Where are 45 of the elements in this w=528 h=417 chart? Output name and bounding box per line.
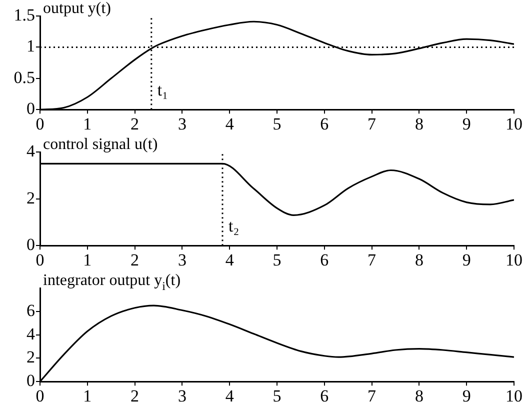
y-tick-label: 6 [26,300,35,320]
x-tick-label: 8 [414,250,424,270]
x-tick-label: 5 [272,386,282,406]
x-tick-label: 9 [462,114,471,134]
x-tick-label: 8 [414,114,424,134]
x-tick-label: 3 [178,250,186,270]
y-tick-label: 0.5 [14,68,35,87]
x-tick-label: 3 [178,114,186,134]
x-tick-label: 3 [178,386,186,406]
x-tick-label: 10 [506,114,522,134]
y-tick-label: 1 [26,36,35,56]
y-tick-label: 2 [26,348,35,367]
x-tick-label: 7 [368,114,377,134]
y-tick-label: 4 [26,324,36,344]
x-tick-label: 1 [83,114,92,134]
y-tick-label: 1.5 [14,5,35,24]
x-tick-label: 1 [83,250,92,270]
x-tick-label: 6 [320,114,329,134]
x-tick-label: 4 [225,386,234,406]
y-tick-label: 4 [26,141,36,160]
y-tick-label: 0 [26,371,35,390]
x-tick-label: 6 [320,386,329,406]
x-tick-label: 4 [225,114,234,134]
x-tick-label: 7 [368,386,377,406]
chart-title: output y(t) [43,0,111,17]
x-tick-label: 9 [462,386,471,406]
ref-line-label: t₂ [228,216,240,236]
x-tick-label: 4 [225,250,234,270]
x-tick-label: 8 [414,386,424,406]
chart-title: control signal u(t) [43,136,158,153]
x-tick-label: 2 [130,386,140,406]
x-tick-label: 6 [320,250,329,270]
x-tick-label: 7 [368,250,377,270]
y-tick-label: 0 [26,99,35,118]
x-tick-label: 2 [130,250,140,270]
x-tick-label: 9 [462,250,471,270]
x-tick-label: 1 [83,386,92,406]
x-tick-label: 2 [130,114,140,134]
x-tick-label: 5 [272,250,282,270]
x-tick-label: 5 [272,114,282,134]
x-tick-label: 10 [506,250,522,270]
y-tick-label: 0 [26,235,35,254]
y-tick-label: 2 [26,188,35,208]
ref-line-label: t₁ [157,80,168,100]
x-tick-label: 10 [506,386,522,406]
